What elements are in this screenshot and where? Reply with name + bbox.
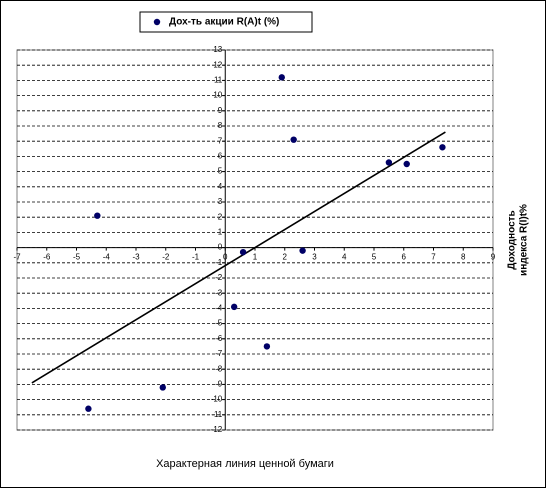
x-tick-label: -1 bbox=[192, 253, 200, 262]
y-tick-label: 10 bbox=[213, 91, 222, 100]
y-tick-label: 11 bbox=[214, 76, 223, 85]
x-tick-label: 1 bbox=[253, 253, 258, 262]
y-tick-label: -5 bbox=[215, 319, 223, 328]
legend: Дох-ть акции R(A)t (%) bbox=[139, 11, 313, 33]
y-tick-label: 6 bbox=[218, 152, 223, 161]
x-tick-label: 3 bbox=[312, 253, 317, 262]
y-tick-label: 13 bbox=[213, 45, 222, 54]
x-tick-label: -5 bbox=[73, 253, 81, 262]
plot-area bbox=[16, 49, 494, 431]
y-tick-label: -3 bbox=[215, 288, 223, 297]
y-tick-label: -1 bbox=[215, 258, 223, 267]
y-tick-label: 2 bbox=[218, 212, 223, 221]
y-tick-label: 3 bbox=[218, 197, 223, 206]
y-tick-label: -8 bbox=[215, 364, 223, 373]
x-tick-label: 9 bbox=[491, 253, 496, 262]
point bbox=[385, 159, 393, 166]
y-tick-label: -6 bbox=[215, 334, 223, 343]
x-tick-label: -2 bbox=[162, 253, 170, 262]
y-tick-label: -10 bbox=[211, 395, 223, 404]
y-tick-label: -4 bbox=[215, 304, 223, 313]
point bbox=[239, 248, 247, 256]
x-tick-label: 2 bbox=[283, 253, 288, 262]
x-tick-label: -3 bbox=[132, 253, 140, 262]
point bbox=[299, 247, 306, 254]
point bbox=[159, 384, 166, 391]
point bbox=[94, 212, 101, 219]
y-tick-label: -11 bbox=[211, 410, 223, 419]
y-axis-title: индекса R(I)t% bbox=[519, 204, 530, 276]
y-tick-label: 9 bbox=[218, 106, 223, 115]
x-tick-label: 7 bbox=[431, 253, 436, 262]
point bbox=[85, 405, 92, 412]
x-tick-label: 6 bbox=[402, 253, 407, 262]
point bbox=[278, 74, 285, 81]
y-tick-label: -12 bbox=[211, 425, 223, 434]
y-tick-label: 8 bbox=[218, 121, 223, 130]
y-tick-label: 5 bbox=[218, 167, 223, 176]
y-tick-label: -7 bbox=[215, 349, 223, 358]
y-tick-label: 1 bbox=[218, 228, 223, 237]
point bbox=[263, 343, 271, 350]
y-tick-label: -9 bbox=[215, 380, 223, 389]
y-tick-label: 12 bbox=[213, 60, 222, 69]
x-tick-label: -7 bbox=[13, 253, 21, 262]
y-tick-label: 4 bbox=[218, 182, 223, 191]
legend-marker bbox=[153, 18, 161, 26]
legend-label: Дох-ть акции R(A)t (%) bbox=[169, 17, 279, 28]
x-tick-label: 5 bbox=[372, 253, 377, 262]
trend-line bbox=[31, 131, 446, 384]
y-tick-label: -2 bbox=[215, 273, 223, 282]
x-tick-label: -6 bbox=[43, 253, 51, 262]
point bbox=[290, 136, 297, 143]
legend-box bbox=[139, 11, 313, 33]
x-tick-label: 4 bbox=[342, 253, 347, 262]
x-tick-label: -4 bbox=[103, 253, 111, 262]
y-tick-label: 7 bbox=[218, 136, 223, 145]
y-axis-title: Доходность bbox=[507, 210, 518, 269]
point bbox=[403, 160, 410, 168]
point bbox=[439, 144, 446, 151]
x-axis-title: Характерная линия ценной бумаги bbox=[156, 458, 334, 470]
x-tick-label: 8 bbox=[461, 253, 466, 262]
point bbox=[230, 303, 238, 311]
